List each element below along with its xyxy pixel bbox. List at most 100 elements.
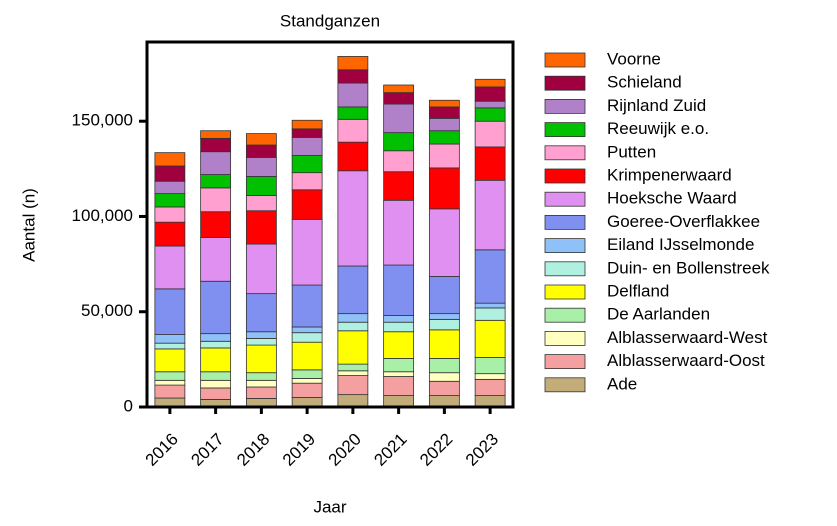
bar-segment: [337, 313, 369, 323]
bar-segment: [383, 264, 415, 316]
bar-segment: [428, 143, 460, 169]
bar-segment: [337, 170, 369, 267]
bar-segment: [245, 293, 277, 333]
bar-segment: [200, 280, 232, 335]
x-tick-label: 2019: [279, 430, 319, 470]
legend-label: Delfland: [607, 281, 669, 300]
bar-segment: [474, 78, 506, 88]
bar-segment: [474, 179, 506, 251]
bar-segment: [428, 395, 460, 408]
bar-segment: [383, 331, 415, 359]
bar-segment: [337, 118, 369, 143]
y-tick-label: 0: [124, 396, 133, 415]
bar-segment: [245, 331, 277, 339]
bar-segment: [474, 373, 506, 380]
legend-label: Voorne: [607, 49, 661, 68]
bar-segment: [474, 319, 506, 358]
bar-segment: [154, 371, 186, 381]
bar-segment: [383, 103, 415, 134]
x-tick-label: 2022: [416, 430, 456, 470]
legend-swatch: [544, 354, 586, 370]
legend-label: Eiland IJsselmonde: [607, 235, 754, 254]
x-tick-label: 2021: [370, 430, 410, 470]
bar-segment: [245, 379, 277, 388]
bar-segment: [474, 395, 506, 408]
legend-swatch: [544, 145, 586, 161]
bar-segment: [200, 347, 232, 373]
y-tick-label: 100,000: [72, 206, 133, 225]
x-tick-label: 2018: [233, 430, 273, 470]
bar-segment: [428, 313, 460, 320]
bar-segment: [200, 333, 232, 342]
bar-segment: [245, 195, 277, 212]
bar-segment: [291, 326, 323, 334]
bar-segment: [383, 395, 415, 408]
legend-label: Alblasserwaard-Oost: [607, 351, 765, 370]
bar-segment: [200, 137, 232, 153]
bar-segment: [154, 193, 186, 208]
bar-segment: [474, 146, 506, 181]
bar-segment: [474, 378, 506, 396]
bar-segment: [383, 315, 415, 323]
bar-segment: [428, 106, 460, 119]
bar-segment: [154, 379, 186, 386]
legend-label: Krimpenerwaard: [607, 165, 732, 184]
legend-swatch: [544, 330, 586, 346]
bar-segment: [383, 321, 415, 333]
legend-label: De Aarlanden: [607, 305, 710, 324]
bar-segment: [245, 344, 277, 374]
bar-segment: [200, 130, 232, 139]
bar-segment: [428, 358, 460, 374]
bar-segment: [337, 330, 369, 365]
chart-title: Standganzen: [280, 11, 380, 30]
bar-segment: [200, 151, 232, 175]
legend-label: Duin- en Bollenstreek: [607, 258, 770, 277]
bar-segment: [474, 86, 506, 102]
bar-segment: [200, 211, 232, 238]
bar-segment: [291, 382, 323, 398]
bar-segment: [245, 243, 277, 295]
bar-segment: [200, 387, 232, 400]
bar-segment: [383, 199, 415, 266]
x-tick-label: 2017: [187, 430, 227, 470]
bar-segment: [474, 107, 506, 122]
legend-swatch: [544, 377, 586, 393]
bar-segment: [383, 371, 415, 377]
legend-swatch: [544, 238, 586, 254]
bar-segment: [474, 307, 506, 321]
bar-segment: [154, 342, 186, 350]
y-tick-label: 50,000: [81, 301, 133, 320]
bar-segment: [200, 379, 232, 389]
x-axis-label: Jaar: [313, 497, 346, 516]
bar-segment: [245, 338, 277, 346]
bar-segment: [428, 208, 460, 277]
bar-segment: [474, 249, 506, 304]
bar-segment: [200, 371, 232, 381]
bar-segment: [337, 370, 369, 376]
bar-segment: [154, 152, 186, 167]
legend-label: Hoeksche Waard: [607, 189, 737, 208]
legend-label: Putten: [607, 142, 656, 161]
x-tick-label: 2023: [462, 430, 502, 470]
legend-swatch: [544, 122, 586, 137]
bar-segment: [428, 380, 460, 396]
legend-swatch: [544, 99, 586, 114]
x-tick-label: 2020: [325, 430, 365, 470]
bar-segment: [291, 369, 323, 379]
bar-segment: [291, 378, 323, 384]
bar-segment: [337, 141, 369, 172]
bar-segment: [337, 363, 369, 372]
bar-segment: [337, 375, 369, 396]
bar-segment: [337, 265, 369, 315]
bar-segment: [245, 144, 277, 158]
bar-segment: [245, 386, 277, 399]
bar-segment: [200, 237, 232, 282]
bar-segment: [474, 100, 506, 109]
bar-segment: [154, 221, 186, 247]
legend-swatch: [544, 52, 586, 68]
y-axis-label: Aantal (n): [19, 188, 38, 262]
bar-segment: [383, 92, 415, 105]
x-tick-label: 2016: [142, 430, 182, 470]
bar-segment: [291, 284, 323, 328]
